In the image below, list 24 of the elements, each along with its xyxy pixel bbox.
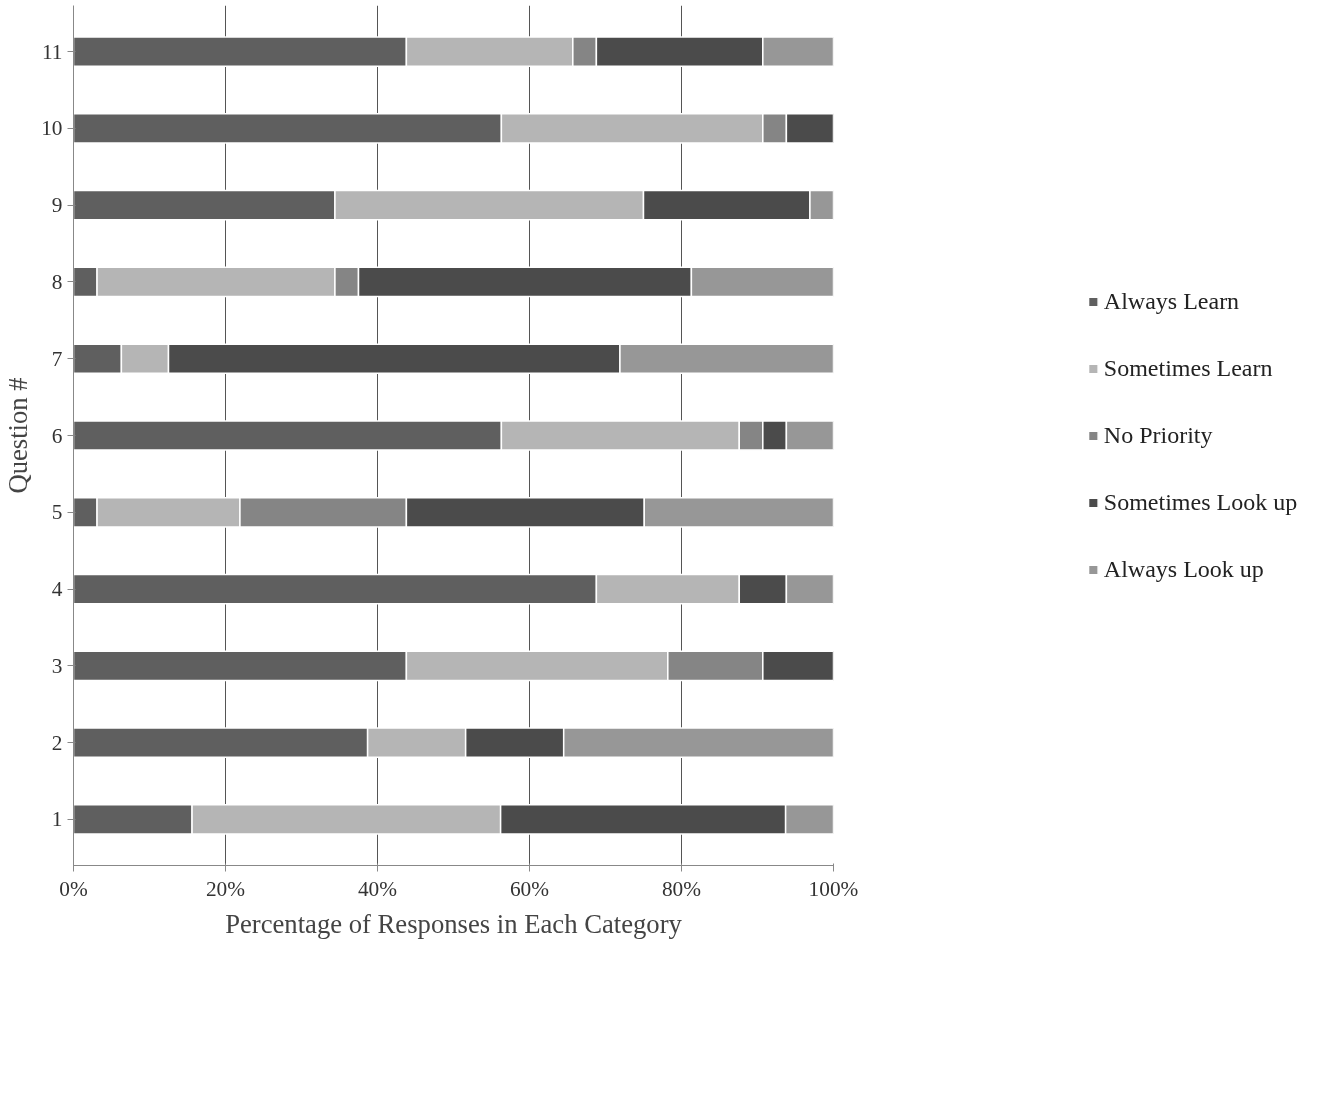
y-tick-label: 6	[51, 423, 63, 448]
x-tick-label: 0%	[59, 876, 88, 901]
y-tick-label: 5	[51, 500, 63, 525]
y-tick-label: 4	[51, 577, 63, 602]
legend-label: No Priority	[1103, 421, 1213, 449]
y-tick-label: 11	[41, 39, 63, 64]
x-tick-label: 40%	[357, 876, 398, 901]
x-axis-title: Percentage of Responses in Each Category	[225, 908, 683, 939]
x-tick-label: 100%	[808, 876, 859, 901]
legend-label: Always Learn	[1103, 287, 1240, 315]
y-tick-label: 10	[41, 116, 63, 141]
x-tick-label: 80%	[661, 876, 702, 901]
y-axis-title: Question #	[3, 377, 34, 494]
y-tick-label: 7	[51, 346, 63, 371]
legend-label: Always Look up	[1103, 555, 1264, 583]
y-tick-label: 1	[51, 807, 63, 832]
y-tick-label: 3	[51, 653, 63, 678]
y-tick-label: 9	[51, 193, 63, 218]
legend-label: Sometimes Look up	[1103, 488, 1298, 516]
x-tick-label: 60%	[509, 876, 550, 901]
x-tick-label: 20%	[205, 876, 246, 901]
y-tick-label: 8	[51, 269, 63, 294]
y-tick-label: 2	[51, 730, 63, 755]
legend-label: Sometimes Learn	[1103, 354, 1273, 382]
